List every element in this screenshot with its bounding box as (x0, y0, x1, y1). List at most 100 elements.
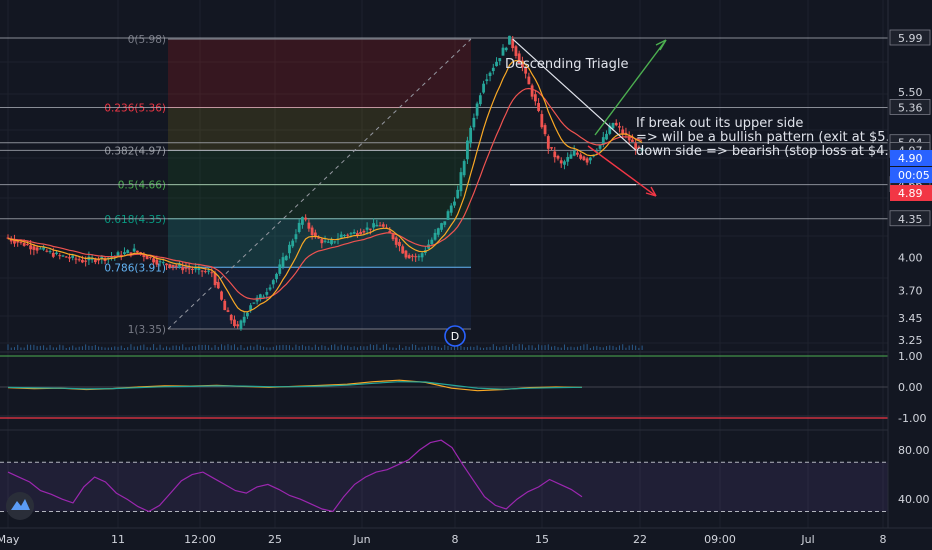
candle-body (307, 222, 311, 229)
candle-body (29, 245, 33, 250)
fibonacci-retracement[interactable]: 0(5.98) 0.236(5.36) 0.382(4.97) 0.5(4.66) 0.… (0, 34, 888, 336)
price-tick-label: 3.45 (898, 312, 923, 325)
candle-body (359, 231, 363, 235)
candle-body (210, 272, 214, 274)
fib-level-label: 1(3.35) (128, 324, 166, 336)
macd-series-line (7, 381, 583, 390)
candle-body (605, 133, 608, 140)
candle-body (213, 272, 217, 286)
candle-body (433, 232, 437, 240)
candle-body (278, 264, 282, 274)
candle-body (582, 156, 586, 161)
candle-body (517, 53, 521, 64)
candle-body (313, 232, 317, 236)
candle-body (191, 268, 194, 271)
price-badge (890, 167, 932, 183)
price-badge-label: 4.89 (898, 187, 923, 200)
price-tick-label: 5.99 (898, 32, 923, 45)
candle-body (352, 232, 356, 234)
price-tick-label: 5.36 (898, 101, 923, 114)
candle-body (171, 264, 175, 267)
macd-panel (0, 355, 932, 419)
candle-body (462, 161, 466, 176)
candle-body (71, 255, 75, 258)
candle-body (631, 139, 634, 142)
candle-body (236, 324, 240, 327)
ema-slow-line (7, 87, 643, 300)
time-tick-label: 8 (880, 533, 887, 546)
candle-body (365, 227, 369, 230)
candle-body (77, 259, 81, 261)
candle-body (530, 85, 534, 97)
candle-body (220, 291, 223, 300)
candle-body (333, 241, 337, 243)
rsi-line (7, 439, 583, 513)
triangle-upper-line (512, 38, 637, 151)
candle-body (281, 257, 285, 267)
candle-body (553, 151, 557, 158)
bullish-arrow-head (655, 39, 667, 51)
annotation-line-2: => will be a bullish pattern (exit at $5… (636, 130, 890, 145)
macd-tick-label: 1.00 (898, 350, 923, 363)
candle-body (469, 127, 473, 144)
candle-body (284, 255, 288, 261)
candle-body (533, 94, 537, 102)
rsi-tick-label: 80.00 (898, 444, 930, 457)
macd-tick-label: 0.00 (898, 381, 923, 394)
candle-body (207, 270, 210, 272)
bearish-arrow-head (645, 186, 657, 197)
candle-body (372, 223, 375, 228)
candle-body (504, 47, 508, 51)
price-tick-label: 5.50 (898, 86, 923, 99)
candle-body (572, 150, 576, 156)
time-tick-label: 15 (535, 533, 549, 546)
candle-body (456, 189, 460, 199)
candle-body (521, 60, 524, 68)
fib-trend-line (167, 38, 472, 330)
fib-level-label: 0.236(5.36) (104, 102, 166, 114)
candle-body (614, 122, 618, 126)
candle-body (9, 238, 13, 242)
candle-body (142, 253, 146, 258)
candle-body (22, 243, 26, 246)
candle-body (472, 117, 476, 128)
fib-level-label: 0.5(4.66) (118, 180, 166, 192)
candle-body (126, 250, 130, 254)
candle-body (511, 39, 515, 49)
candle-body (621, 129, 625, 134)
candle-body (275, 273, 278, 280)
candle-body (129, 252, 133, 255)
time-tick-label: Jul (800, 533, 814, 546)
candle-body (226, 310, 230, 312)
fib-level-label: 0(5.98) (128, 34, 166, 46)
candle-body (482, 83, 485, 93)
bullish-arrow (594, 39, 667, 136)
candle-body (304, 217, 308, 220)
fib-zone (168, 267, 471, 329)
candle-body (449, 205, 453, 213)
candle-body (255, 297, 259, 302)
candle-body (407, 255, 411, 259)
candle-body (440, 223, 443, 230)
candle-body (491, 67, 495, 72)
candle-body (123, 252, 126, 255)
candle-body (84, 260, 88, 262)
candle-body (239, 320, 243, 329)
candle-body (349, 233, 353, 235)
candle-body (420, 253, 424, 258)
candle-body (485, 79, 489, 81)
candle-body (320, 239, 324, 244)
candle-body (343, 234, 346, 236)
candle-body (229, 314, 233, 321)
time-tick-label: 22 (633, 533, 647, 546)
event-marker (444, 325, 466, 347)
candle-body (262, 296, 265, 298)
candle-body (90, 257, 94, 260)
candle-body (550, 147, 553, 149)
price-tick-label: 3.70 (898, 284, 923, 297)
candle-body (64, 256, 68, 258)
candle-body (368, 228, 372, 230)
time-tick-label: May (0, 533, 20, 546)
trend-drawings[interactable]: Descending Triagle If break out its upper… (444, 38, 890, 347)
